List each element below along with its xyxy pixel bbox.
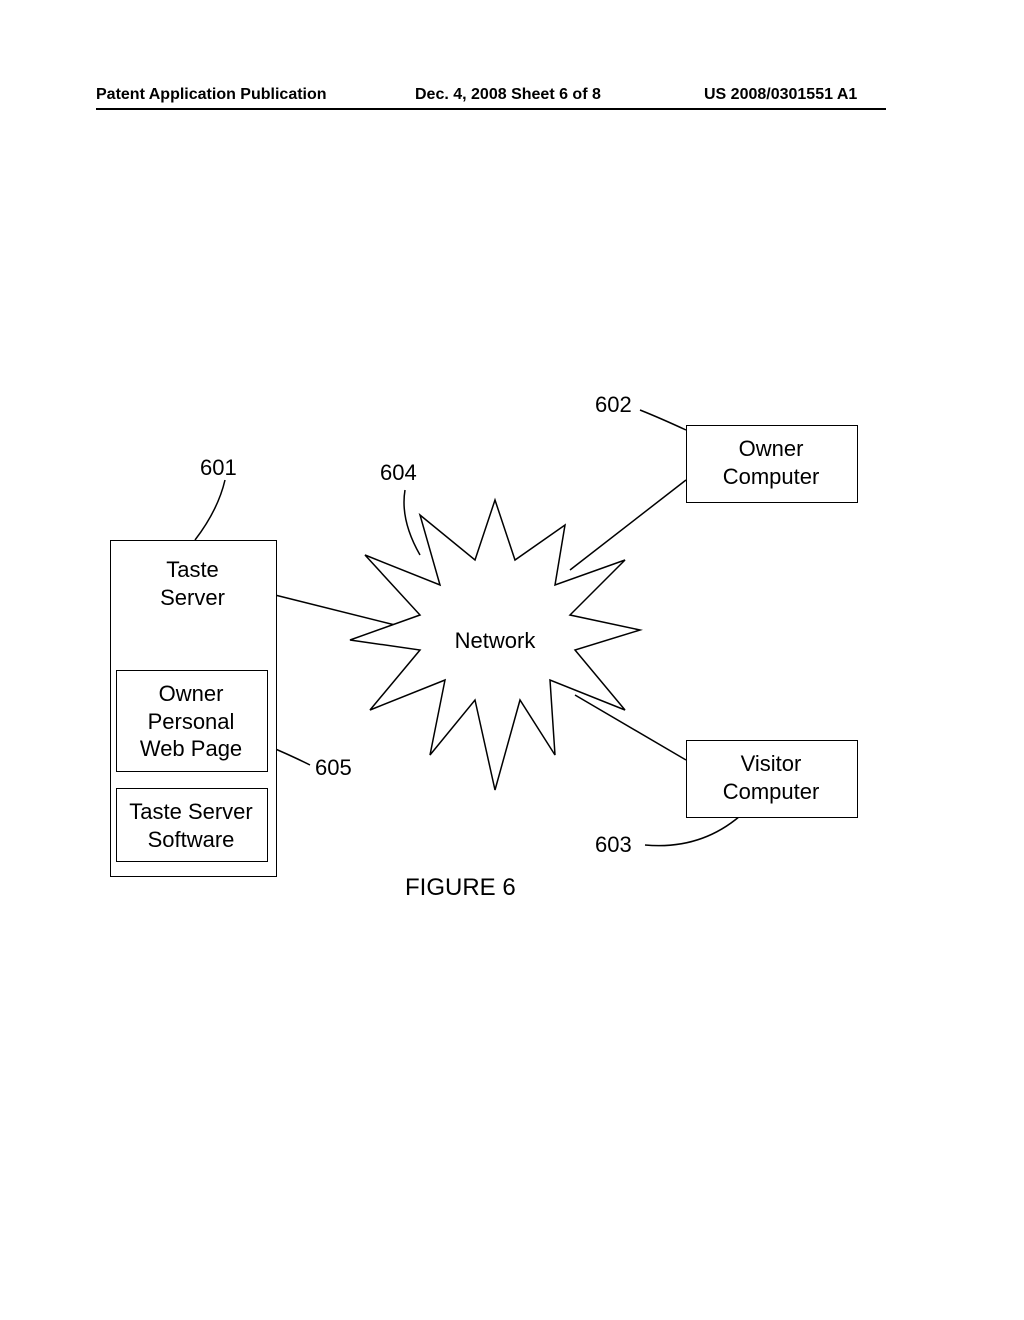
taste-server-label: Taste Server (110, 556, 275, 611)
owner-computer-label-l1: Owner (739, 436, 804, 461)
ref-605: 605 (315, 755, 352, 781)
leader-601 (195, 480, 225, 540)
ref-603: 603 (595, 832, 632, 858)
edge-server-network (275, 595, 395, 625)
taste-software-label-l1: Taste Server (129, 799, 253, 824)
taste-server-label-l2: Server (160, 585, 225, 610)
owner-page-label: Owner Personal Web Page (116, 680, 266, 763)
taste-software-label: Taste Server Software (116, 798, 266, 853)
edge-visitor-network (575, 695, 686, 760)
visitor-computer-label-l2: Computer (723, 779, 820, 804)
owner-page-label-l3: Web Page (140, 736, 242, 761)
leader-602 (640, 410, 686, 430)
owner-computer-label-l2: Computer (723, 464, 820, 489)
ref-601: 601 (200, 455, 237, 481)
network-label: Network (430, 628, 560, 654)
taste-software-label-l2: Software (148, 827, 235, 852)
ref-602: 602 (595, 392, 632, 418)
taste-server-label-l1: Taste (166, 557, 219, 582)
owner-computer-label: Owner Computer (686, 435, 856, 490)
figure-6-diagram: Taste Server Owner Personal Web Page Tas… (0, 0, 1024, 1320)
leader-604 (404, 490, 420, 555)
ref-604: 604 (380, 460, 417, 486)
visitor-computer-label-l1: Visitor (741, 751, 802, 776)
figure-caption: FIGURE 6 (405, 874, 516, 902)
edge-owner-network (570, 480, 686, 570)
leader-603 (645, 816, 740, 846)
owner-page-label-l1: Owner (159, 681, 224, 706)
network-label-text: Network (455, 628, 536, 653)
visitor-computer-label: Visitor Computer (686, 750, 856, 805)
owner-page-label-l2: Personal (148, 709, 235, 734)
